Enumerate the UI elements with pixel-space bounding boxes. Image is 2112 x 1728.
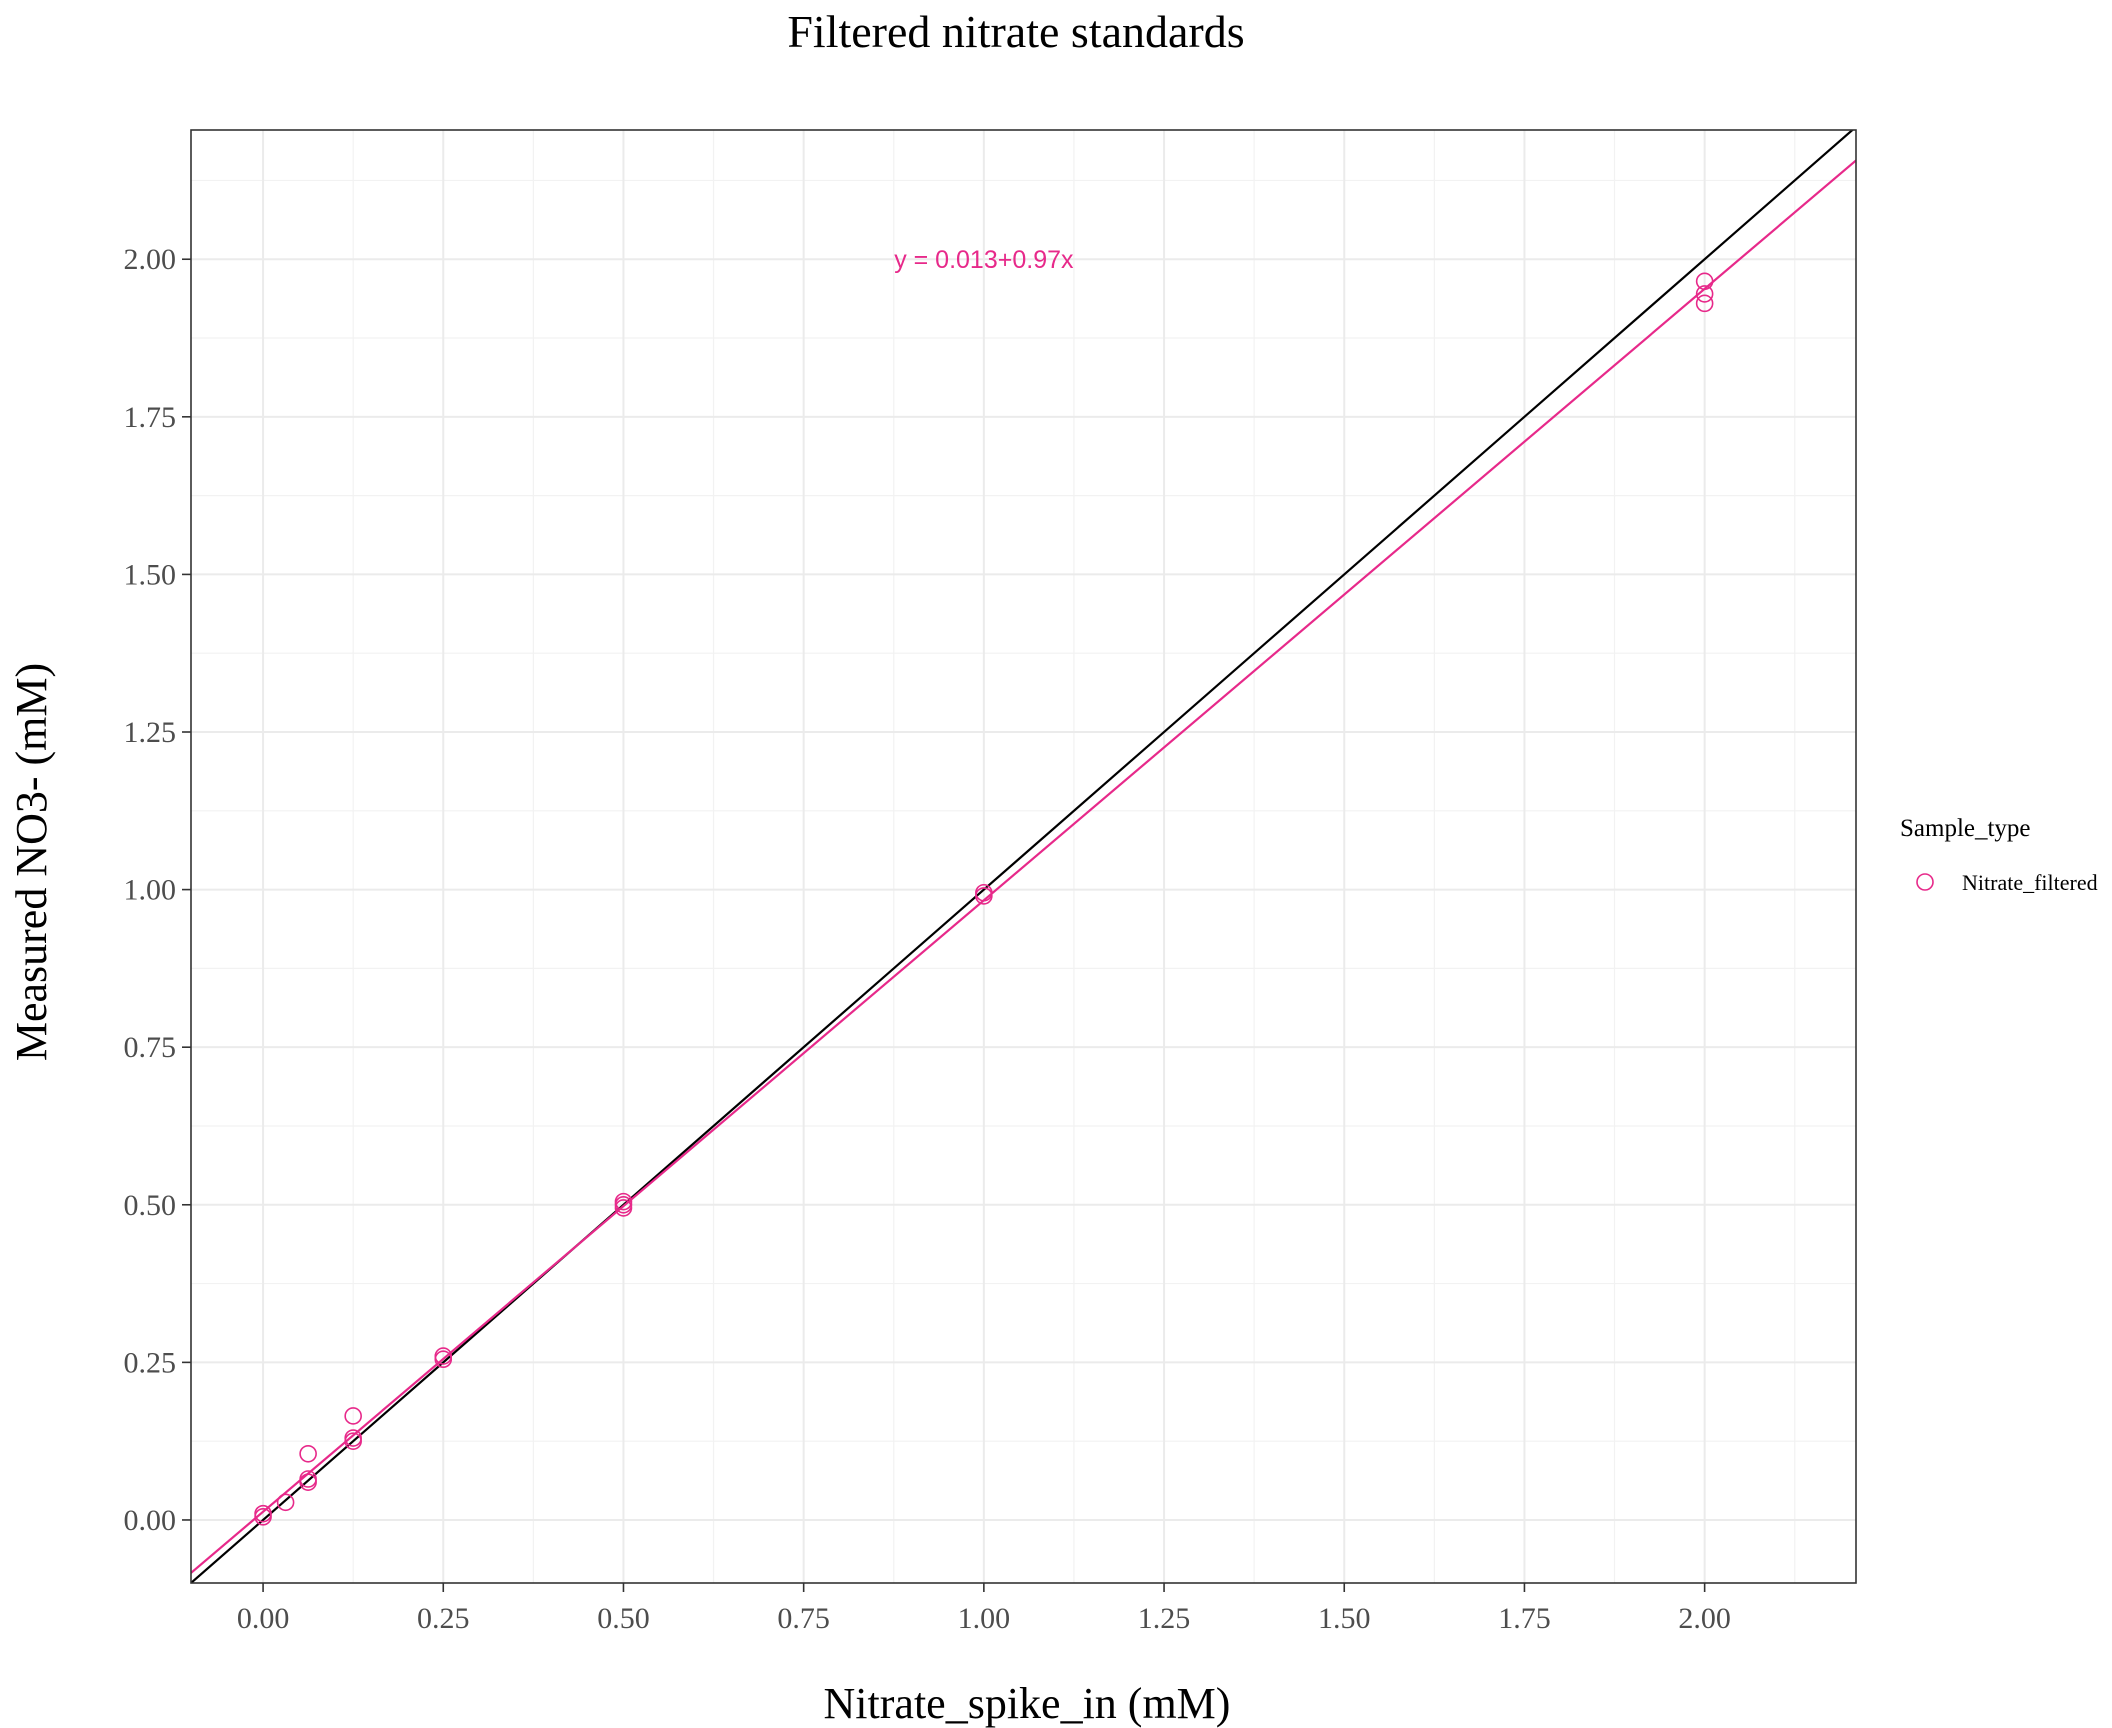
x-tick-label: 2.00 bbox=[1678, 1602, 1731, 1635]
data-point bbox=[299, 1444, 317, 1463]
x-axis: 0.00 0.25 0.50 0.75 1.00 1.25 1.50 1.75 2.00 bbox=[237, 1583, 1731, 1635]
data-point bbox=[1695, 294, 1714, 313]
y-tick-label: 1.00 bbox=[124, 874, 177, 907]
y-tick-label: 1.50 bbox=[124, 558, 177, 591]
chart-title: Filtered nitrate standards bbox=[787, 6, 1244, 57]
y-axis-title: Measured NO3- (mM) bbox=[7, 663, 56, 1061]
data-point bbox=[344, 1432, 362, 1450]
y-tick-label: 0.50 bbox=[124, 1189, 177, 1222]
y-tick-label: 0.75 bbox=[124, 1031, 177, 1064]
y-tick-label: 1.75 bbox=[124, 401, 177, 434]
y-tick-label: 2.00 bbox=[124, 243, 177, 276]
y-axis: 0.00 0.25 0.50 0.75 1.00 1.25 1.50 1.75 2.00 bbox=[124, 243, 191, 1537]
grid-lines bbox=[191, 130, 1856, 1583]
data-point bbox=[1695, 272, 1714, 291]
x-tick-label: 0.75 bbox=[777, 1602, 830, 1635]
y-tick-label: 1.25 bbox=[124, 716, 177, 749]
data-point bbox=[299, 1473, 317, 1491]
panel-border-rect bbox=[190, 129, 1857, 1584]
data-point bbox=[1695, 285, 1714, 303]
x-tick-label: 1.00 bbox=[958, 1602, 1011, 1635]
data-point bbox=[975, 887, 993, 905]
x-tick-label: 0.00 bbox=[237, 1602, 290, 1635]
identity-line bbox=[191, 130, 1855, 1583]
legend-key bbox=[1916, 873, 1934, 891]
plot-border bbox=[190, 129, 1857, 1584]
x-axis-title: Nitrate_spike_in (mM) bbox=[824, 1679, 1231, 1728]
equation-label: y = 0.013+0.97x bbox=[894, 246, 1074, 274]
annotations: y = 0.013+0.97x bbox=[894, 246, 1074, 274]
y-tick-label: 0.25 bbox=[124, 1346, 177, 1379]
legend-title: Sample_type bbox=[1900, 815, 2031, 842]
data-points bbox=[254, 272, 1714, 1526]
x-tick-label: 1.75 bbox=[1498, 1602, 1551, 1635]
x-tick-label: 0.50 bbox=[597, 1602, 650, 1635]
regression-line bbox=[191, 159, 1856, 1574]
legend-entry-label: Nitrate_filtered bbox=[1962, 870, 2098, 895]
legend: Sample_type Nitrate_filtered bbox=[1900, 815, 2098, 895]
x-tick-label: 1.25 bbox=[1138, 1602, 1191, 1635]
data-point bbox=[614, 1199, 633, 1217]
x-tick-label: 1.50 bbox=[1318, 1602, 1371, 1635]
data-point bbox=[434, 1350, 453, 1369]
data-point bbox=[276, 1493, 295, 1512]
x-tick-label: 0.25 bbox=[417, 1602, 470, 1635]
data-point bbox=[254, 1508, 272, 1526]
data-point bbox=[344, 1407, 362, 1425]
y-tick-label: 0.00 bbox=[124, 1504, 177, 1537]
fit-lines bbox=[191, 130, 1856, 1583]
